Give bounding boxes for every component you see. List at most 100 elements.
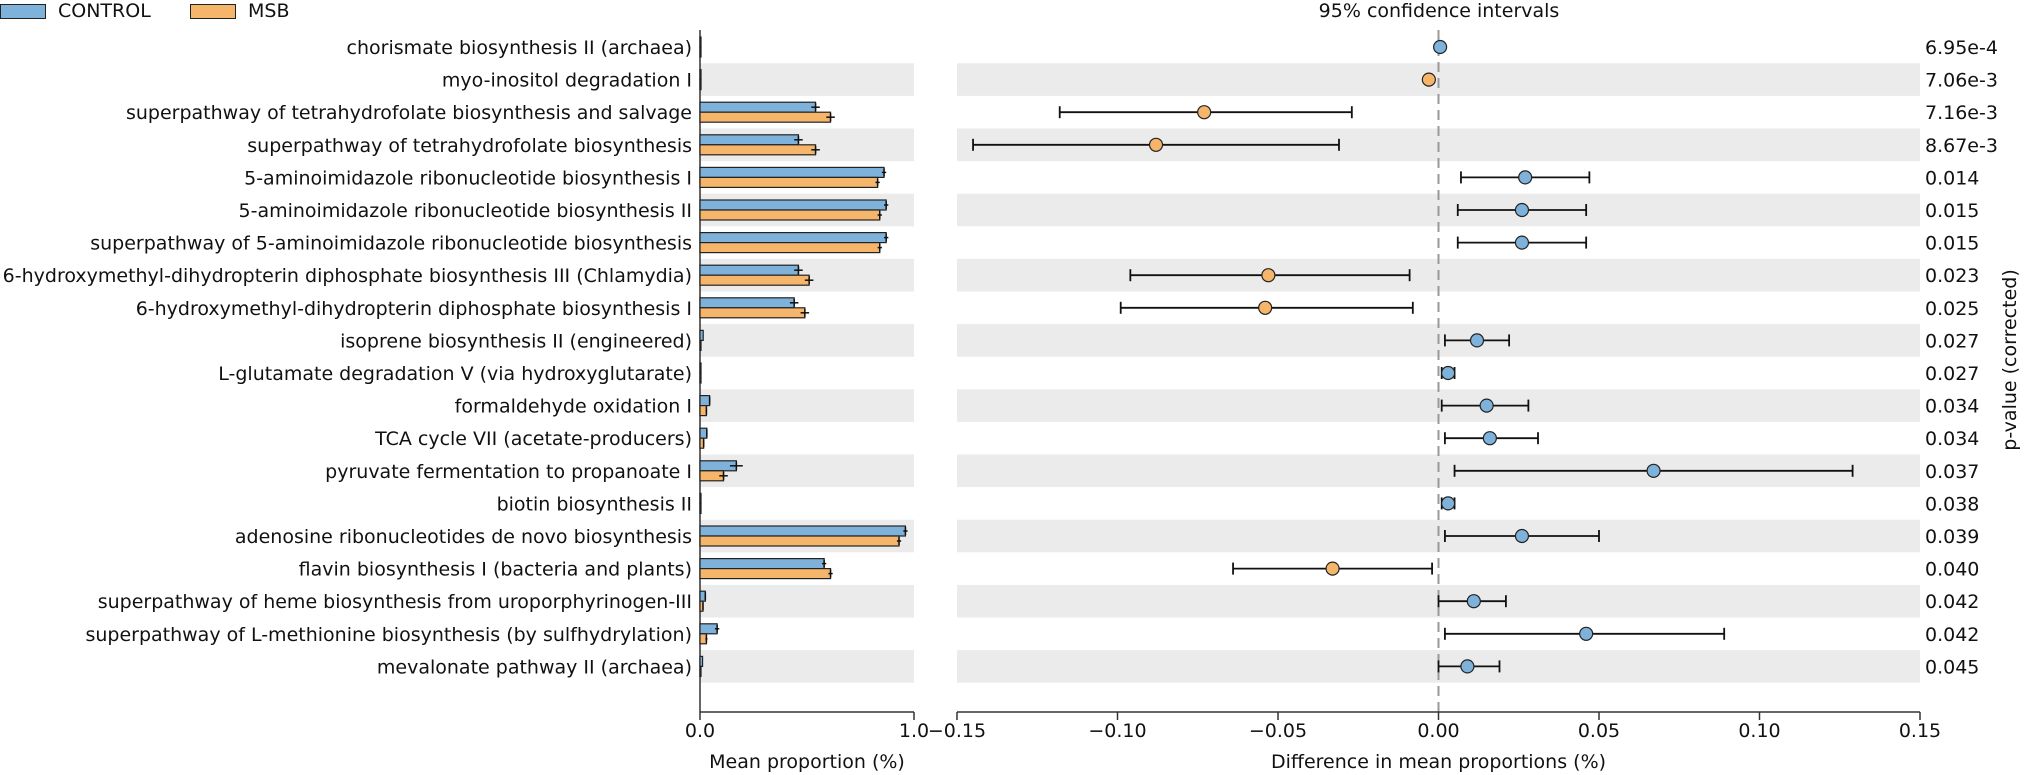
row-band-left xyxy=(700,324,914,357)
pvalue-label: 0.015 xyxy=(1925,233,1979,255)
diff-point xyxy=(1469,333,1485,348)
diff-point xyxy=(1482,431,1497,446)
left-x-tick-label: 0.0 xyxy=(685,720,715,742)
bar-control xyxy=(699,362,702,374)
bar-control xyxy=(699,134,800,146)
bar-control xyxy=(699,36,702,48)
bar-control xyxy=(699,395,711,407)
row-band-left xyxy=(700,389,914,422)
left-x-tick-label: 1.0 xyxy=(899,720,929,742)
diff-point xyxy=(1258,300,1273,315)
bar-msb xyxy=(699,502,702,514)
pathway-label: pyruvate fermentation to propanoate I xyxy=(325,461,692,483)
pathway-label: L-glutamate degradation V (via hydroxygl… xyxy=(218,363,692,385)
bar-msb xyxy=(699,339,702,351)
pvalue-label: 0.045 xyxy=(1925,656,1979,678)
diff-point xyxy=(1148,137,1164,152)
bar-msb xyxy=(699,405,708,417)
pathway-label: adenosine ribonucleotides de novo biosyn… xyxy=(235,526,692,548)
pathway-label: 5-aminoimidazole ribonucleotide biosynth… xyxy=(244,167,692,189)
pathway-label: isoprene biosynthesis II (engineered) xyxy=(340,330,692,352)
pvalue-label: 8.67e-3 xyxy=(1925,135,1998,157)
bar-msb xyxy=(699,567,832,580)
bar-msb xyxy=(699,209,881,221)
bar-control xyxy=(699,199,887,211)
pvalue-label: 0.040 xyxy=(1925,559,1979,581)
bar-control xyxy=(699,264,800,276)
row-band-left xyxy=(700,584,914,618)
bar-msb xyxy=(699,176,879,188)
bar-control xyxy=(699,623,718,635)
right-x-tick-label: 0.10 xyxy=(1738,720,1780,742)
diff-point xyxy=(1518,170,1533,185)
bar-msb xyxy=(699,307,806,319)
right-x-tick-label: 0.15 xyxy=(1899,720,1941,742)
bar-msb xyxy=(699,144,817,156)
diff-point xyxy=(1197,105,1212,120)
pathway-label: myo-inositol degradation I xyxy=(442,70,692,92)
pvalue-label: 7.06e-3 xyxy=(1925,70,1998,92)
bar-msb xyxy=(699,372,702,384)
pvalue-label: 0.027 xyxy=(1925,330,1979,352)
diff-point xyxy=(1514,235,1530,250)
pvalue-label: 0.015 xyxy=(1925,200,1979,222)
pathway-label: TCA cycle VII (acetate-producers) xyxy=(374,428,692,450)
bar-control xyxy=(699,232,887,244)
bar-msb xyxy=(699,274,810,286)
bar-control xyxy=(699,492,702,504)
legend-swatch-control xyxy=(0,3,46,19)
pathway-label: biotin biosynthesis II xyxy=(497,493,692,515)
diff-point xyxy=(1514,202,1530,218)
bar-control xyxy=(699,655,704,668)
right-x-tick-label: −0.10 xyxy=(1088,720,1146,742)
diff-point xyxy=(1466,594,1481,609)
legend-item-control: CONTROL xyxy=(0,0,151,22)
right-x-tick-label: −0.05 xyxy=(1249,720,1307,742)
bar-msb xyxy=(699,535,900,547)
pathway-label: superpathway of 5-aminoimidazole ribonuc… xyxy=(90,233,692,255)
bar-msb xyxy=(699,242,881,254)
bar-control xyxy=(699,557,825,570)
ci-title: 95% confidence intervals xyxy=(1318,0,1560,22)
right-x-tick-label: 0.05 xyxy=(1578,720,1620,742)
pathway-label: superpathway of L-methionine biosynthesi… xyxy=(85,624,692,646)
bar-msb xyxy=(699,46,702,58)
diff-point xyxy=(1646,463,1661,478)
pathway-label: chorismate biosynthesis II (archaea) xyxy=(347,37,692,59)
pvalue-label: 0.042 xyxy=(1925,624,1979,646)
pvalue-label: 0.039 xyxy=(1925,526,1979,548)
legend-item-msb: MSB xyxy=(190,0,290,22)
pvalue-label: 0.025 xyxy=(1925,298,1979,320)
diff-point xyxy=(1441,496,1456,511)
pathway-label: superpathway of tetrahydrofolate biosynt… xyxy=(126,102,692,124)
pvalue-label: 0.037 xyxy=(1925,461,1979,483)
pvalue-label: 0.038 xyxy=(1925,493,1979,515)
bar-control xyxy=(699,297,795,309)
pathway-label: 5-aminoimidazole ribonucleotide biosynth… xyxy=(239,200,693,222)
pathway-label: 6-hydroxymethyl-dihydropterin diphosphat… xyxy=(136,298,692,320)
pathway-label: mevalonate pathway II (archaea) xyxy=(377,656,692,678)
diff-point xyxy=(1421,72,1436,87)
right-x-tick-label: −0.15 xyxy=(928,720,986,742)
row-band-left xyxy=(700,650,914,683)
diff-point xyxy=(1441,365,1456,381)
pvalue-label: 0.023 xyxy=(1925,265,1979,287)
legend-label-control: CONTROL xyxy=(58,0,151,22)
diff-point xyxy=(1579,626,1594,641)
bar-msb xyxy=(699,111,832,123)
diff-point xyxy=(1514,528,1530,544)
diff-point xyxy=(1433,39,1448,55)
pvalue-label: 7.16e-3 xyxy=(1925,102,1998,124)
bar-msb xyxy=(699,78,702,91)
bar-control xyxy=(699,525,907,537)
bar-control xyxy=(699,166,885,178)
bar-control xyxy=(699,590,706,602)
pvalue-label: 0.034 xyxy=(1925,428,1979,450)
right-x-axis-label: Difference in mean proportions (%) xyxy=(1271,751,1606,773)
pvalue-label: 6.95e-4 xyxy=(1925,37,1998,59)
bar-control xyxy=(699,101,817,113)
pathway-label: 6-hydroxymethyl-dihydropterin diphosphat… xyxy=(3,265,692,287)
pathway-label: superpathway of heme biosynthesis from u… xyxy=(98,591,692,613)
legend-label-msb: MSB xyxy=(248,0,290,22)
